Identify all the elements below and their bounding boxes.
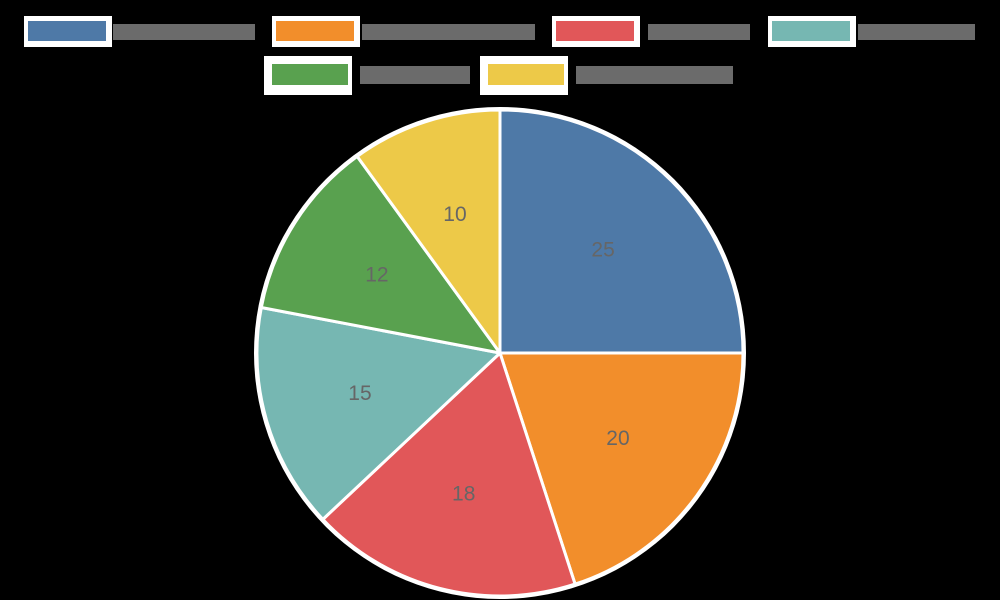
slice-value-label: 20 bbox=[606, 427, 629, 450]
legend-label bbox=[113, 24, 255, 40]
legend-label bbox=[360, 66, 470, 84]
pie-slice-4[interactable] bbox=[255, 305, 502, 521]
pie-slice-3[interactable] bbox=[321, 351, 577, 598]
legend-swatch bbox=[552, 16, 640, 47]
swatch-fill bbox=[28, 21, 106, 41]
swatch-fill bbox=[488, 64, 564, 85]
legend-label bbox=[576, 66, 733, 84]
swatch-fill bbox=[556, 21, 634, 41]
swatch-fill bbox=[272, 64, 348, 85]
pie-slice-6[interactable] bbox=[355, 108, 502, 355]
legend-label bbox=[362, 24, 535, 40]
slice-value-label: 18 bbox=[452, 483, 475, 506]
legend-swatch bbox=[24, 16, 112, 47]
swatch-fill bbox=[772, 21, 850, 41]
chart-legend bbox=[0, 0, 1000, 100]
legend-swatch bbox=[768, 16, 856, 47]
pie-slice-1[interactable] bbox=[498, 108, 745, 355]
legend-label bbox=[858, 24, 975, 40]
legend-swatch bbox=[272, 16, 360, 47]
slice-value-label: 10 bbox=[443, 203, 466, 226]
slice-value-label: 15 bbox=[348, 382, 371, 405]
legend-label bbox=[648, 24, 750, 40]
pie-value-labels: 25 20 18 15 12 10 bbox=[348, 203, 629, 506]
pie-slices bbox=[255, 108, 745, 598]
slice-value-label: 25 bbox=[591, 238, 614, 261]
pie-slice-2[interactable] bbox=[498, 351, 745, 586]
pie-slice-5[interactable] bbox=[259, 154, 502, 355]
swatch-fill bbox=[276, 21, 354, 41]
legend-swatch bbox=[480, 56, 568, 95]
legend-swatch bbox=[264, 56, 352, 95]
slice-value-label: 12 bbox=[365, 263, 388, 286]
